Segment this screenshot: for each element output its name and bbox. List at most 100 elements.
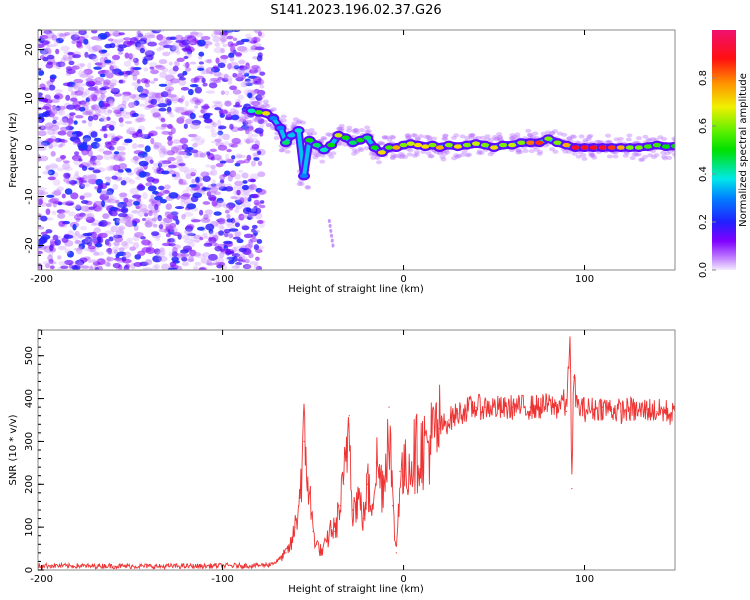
snr-point <box>203 565 206 567</box>
noise-point <box>99 128 108 132</box>
ridge-point <box>517 140 526 145</box>
ridge-halo-point <box>566 136 573 141</box>
noise-point <box>230 196 238 200</box>
noise-point <box>201 77 206 83</box>
noise-point <box>192 142 198 148</box>
ridge-point <box>276 125 285 131</box>
noise-point <box>71 133 77 138</box>
noise-point <box>212 100 222 105</box>
noise-point <box>121 93 129 98</box>
noise-point <box>212 122 217 128</box>
noise-point <box>220 90 225 95</box>
noise-point <box>55 37 64 44</box>
noise-point <box>80 71 91 76</box>
noise-point <box>142 58 148 65</box>
ridge-point <box>254 110 263 115</box>
noise-point <box>108 236 114 242</box>
noise-point <box>253 76 259 82</box>
noise-point <box>251 100 261 106</box>
noise-point <box>121 258 132 264</box>
noise-point <box>92 162 97 166</box>
noise-point <box>214 42 221 47</box>
noise-point <box>215 57 220 64</box>
noise-point <box>226 218 233 223</box>
noise-point <box>178 150 189 155</box>
noise-point <box>194 75 205 80</box>
noise-point <box>57 212 66 219</box>
ridge-halo-point <box>657 135 664 140</box>
noise-point <box>49 244 54 252</box>
noise-point <box>235 205 243 210</box>
x-tick-label: 100 <box>575 274 594 285</box>
snr-point <box>457 412 459 415</box>
noise-point <box>170 127 176 134</box>
noise-point <box>45 138 55 143</box>
noise-point <box>97 251 105 256</box>
noise-point <box>73 214 84 221</box>
ridge-halo-point <box>363 146 370 151</box>
noise-point <box>167 164 177 169</box>
noise-point <box>218 125 227 130</box>
snr-point <box>611 408 613 410</box>
noise-point <box>90 155 95 162</box>
snr-point <box>95 565 97 567</box>
noise-point <box>233 184 241 190</box>
noise-point <box>185 61 190 69</box>
ridge-halo-point <box>651 155 658 160</box>
ridge-halo-point <box>638 157 645 162</box>
y-tick-label: 200 <box>24 475 35 494</box>
noise-point <box>142 192 148 200</box>
noise-point <box>244 123 253 128</box>
ridge-point <box>262 111 271 116</box>
snr-point <box>86 565 88 567</box>
noise-point <box>159 36 168 44</box>
noise-point <box>151 166 160 171</box>
noise-point <box>150 107 160 115</box>
noise-point <box>229 258 235 262</box>
noise-point <box>252 56 258 60</box>
snr-point <box>547 404 549 406</box>
noise-point <box>121 95 130 102</box>
snr-point <box>629 408 631 410</box>
ridge-halo-point <box>342 142 349 147</box>
noise-point <box>132 93 141 101</box>
noise-point <box>96 142 102 148</box>
noise-point <box>119 122 125 128</box>
noise-point <box>249 261 259 265</box>
noise-point <box>38 196 43 200</box>
noise-point <box>59 118 69 126</box>
noise-point <box>70 192 79 200</box>
noise-point <box>92 169 101 174</box>
noise-point <box>176 98 185 103</box>
noise-point <box>195 176 200 183</box>
noise-point <box>97 148 105 152</box>
noise-point <box>93 97 104 101</box>
noise-point <box>142 35 148 40</box>
snr-point <box>140 565 142 567</box>
noise-point <box>186 147 194 151</box>
noise-point <box>94 250 99 255</box>
ridge-halo-point <box>582 137 589 142</box>
noise-point <box>236 238 244 244</box>
noise-point <box>158 83 168 87</box>
noise-point <box>211 179 216 185</box>
noise-point <box>158 161 169 168</box>
noise-point <box>193 135 202 141</box>
noise-point <box>123 60 132 67</box>
noise-point <box>111 246 120 251</box>
noise-point <box>90 232 98 240</box>
noise-point <box>253 30 262 34</box>
noise-point <box>98 94 108 100</box>
noise-point <box>217 130 224 136</box>
noise-point <box>235 160 246 164</box>
ridge-halo-point <box>625 137 632 142</box>
ridge-halo-point <box>364 125 371 130</box>
noise-point <box>205 90 216 94</box>
noise-point <box>87 62 92 70</box>
ridge-point <box>462 142 471 148</box>
ridge-point <box>377 150 386 155</box>
ridge-halo-point <box>464 136 471 141</box>
ridge-halo-point <box>515 148 522 153</box>
noise-point <box>162 149 173 156</box>
noise-point <box>87 245 96 250</box>
